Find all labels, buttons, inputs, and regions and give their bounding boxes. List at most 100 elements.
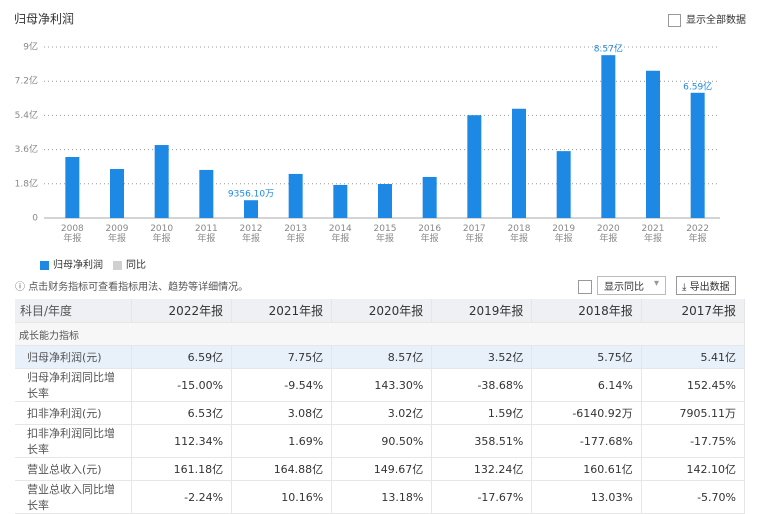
cell: -17.67% [431,480,533,514]
cell: 归母净利润同比增长率 [15,368,132,402]
cell: 149.67亿 [331,457,433,481]
table-row[interactable]: 归母净利润(元) 6.59亿 7.75亿 8.57亿 3.52亿 5.75亿 5.41亿 [15,345,746,369]
bar [288,173,303,218]
data-label: 6.59亿 [683,80,712,92]
export-label: 导出数据 [689,282,730,293]
legend-swatch [113,260,122,270]
y-tick-label: 5.4亿 [15,109,38,121]
x-tick-label: 2020年报 [596,224,620,244]
x-tick-label: 2008年报 [60,224,84,244]
cell: 6.14% [531,368,642,402]
bar [422,176,437,218]
bar [154,145,169,218]
cell: -38.68% [431,368,533,402]
cell: 164.88亿 [231,457,333,481]
y-tick-label: 9亿 [23,41,38,53]
x-tick-label: 2010年报 [150,224,174,244]
y-tick-label: 1.8亿 [15,177,38,189]
cell: 营业总收入同比增长率 [15,480,132,514]
x-tick-label: 2011年报 [194,224,218,244]
header-cell: 科目/年度 [15,299,132,323]
x-tick-label: 2021年报 [641,224,665,244]
table-row[interactable]: 营业总收入(元) 161.18亿 164.88亿 149.67亿 132.24亿 160.… [15,457,746,481]
table-row[interactable]: 营业总收入同比增长率 -2.24% 10.16% 13.18% -17.67% 13.03… [15,480,746,514]
x-tick-label: 2013年报 [284,224,308,244]
header-cell: 2019年报 [431,299,533,323]
cell: 营业总收入(元) [15,457,132,481]
cell: 7.75亿 [231,345,333,369]
cell: 5.75亿 [531,345,642,369]
table-row[interactable]: 归母净利润同比增长率 -15.00% -9.54% 143.30% -38.68% 6.1… [15,368,746,402]
header-cell: 2021年报 [231,299,333,323]
bar [556,151,571,218]
x-tick-label: 2014年报 [328,224,352,244]
table-row[interactable]: 扣非净利润同比增长率 112.34% 1.69% 90.50% 358.51% -177.… [15,424,746,458]
cell: -177.68% [531,424,642,458]
bar [244,200,258,218]
compare-label: 显示同比 [604,282,644,293]
cell: 152.45% [641,368,746,402]
cell: 7905.11万 [641,401,746,425]
table-row[interactable]: 扣非净利润(元) 6.53亿 3.08亿 3.02亿 1.59亿 -6140.92万 790… [15,401,746,425]
compare[interactable]: 显示同比 ▾ [578,276,666,295]
header-cell: 2020年报 [331,299,433,323]
chart: 0 1.8亿 3.6亿 5.4亿 7.2亿 9亿 9356.10万 8.57亿 6.59亿 [15,41,720,224]
cell: -15.00% [131,368,233,402]
cell: 10.16% [231,480,333,514]
y-tick-label: 0 [32,214,38,224]
cell: 160.61亿 [531,457,642,481]
cell: 132.24亿 [431,457,533,481]
x-tick-label: 2018年报 [507,224,531,244]
bar [65,157,80,218]
cell: -2.24% [131,480,233,514]
bar [601,55,616,218]
bar [333,184,348,218]
cell: 13.18% [331,480,433,514]
cell: 161.18亿 [131,457,233,481]
header-cell: 2018年报 [531,299,642,323]
section-cell: 成长能力指标 [15,322,745,346]
x-tick-label: 2016年报 [418,224,442,244]
cell: 90.50% [331,424,433,458]
legend-label: 同比 [126,260,146,271]
header-row: 科目/年度 2022年报 2021年报 2020年报 2019年报 2018年报 2017年… [15,299,746,323]
cell: 扣非净利润同比增长率 [15,424,132,458]
show-all[interactable]: 显示全部数据 [668,11,746,27]
cell: 143.30% [331,368,433,402]
x-tick-label: 2017年报 [462,224,486,244]
bar [378,183,392,218]
cell: 6.53亿 [131,401,233,425]
cell: 5.41亿 [641,345,746,369]
cell: 3.52亿 [431,345,533,369]
header-cell: 2022年报 [131,299,233,323]
page: 归母净利润 显示全部数据 0 1.8亿 3.6亿 5.4亿 7.2亿 9亿 9356.10万… [14,11,746,514]
cell: -5.70% [641,480,746,514]
show-all-label: 显示全部数据 [686,15,746,26]
bar [467,115,482,218]
cell: 归母净利润(元) [15,345,132,369]
cell: 1.59亿 [431,401,533,425]
legend-swatch [40,260,49,270]
cell: 3.02亿 [331,401,433,425]
x-tick-label: 2022年报 [686,224,710,244]
cell: 扣非净利润(元) [15,401,132,425]
cell: 6.59亿 [131,345,233,369]
cell: -6140.92万 [531,401,642,425]
bar [199,169,214,218]
compare-select[interactable]: 显示同比 ▾ [597,276,666,295]
cell: -17.75% [641,424,746,458]
x-tick-label: 2019年报 [552,224,576,244]
bar [690,92,705,218]
legend-label: 归母净利润 [53,260,103,271]
export-button[interactable]: ⤓ 导出数据 [676,276,736,295]
bar [646,70,660,218]
bar [110,168,124,218]
title: 归母净利润 [14,12,75,26]
cell: -9.54% [231,368,333,402]
x-tick-label: 2015年报 [373,224,397,244]
cell: 142.10亿 [641,457,746,481]
data-label: 8.57亿 [594,43,623,55]
legend-item: 归母净利润 [40,260,103,271]
y-tick-label: 3.6亿 [15,143,38,155]
bar [512,108,526,218]
